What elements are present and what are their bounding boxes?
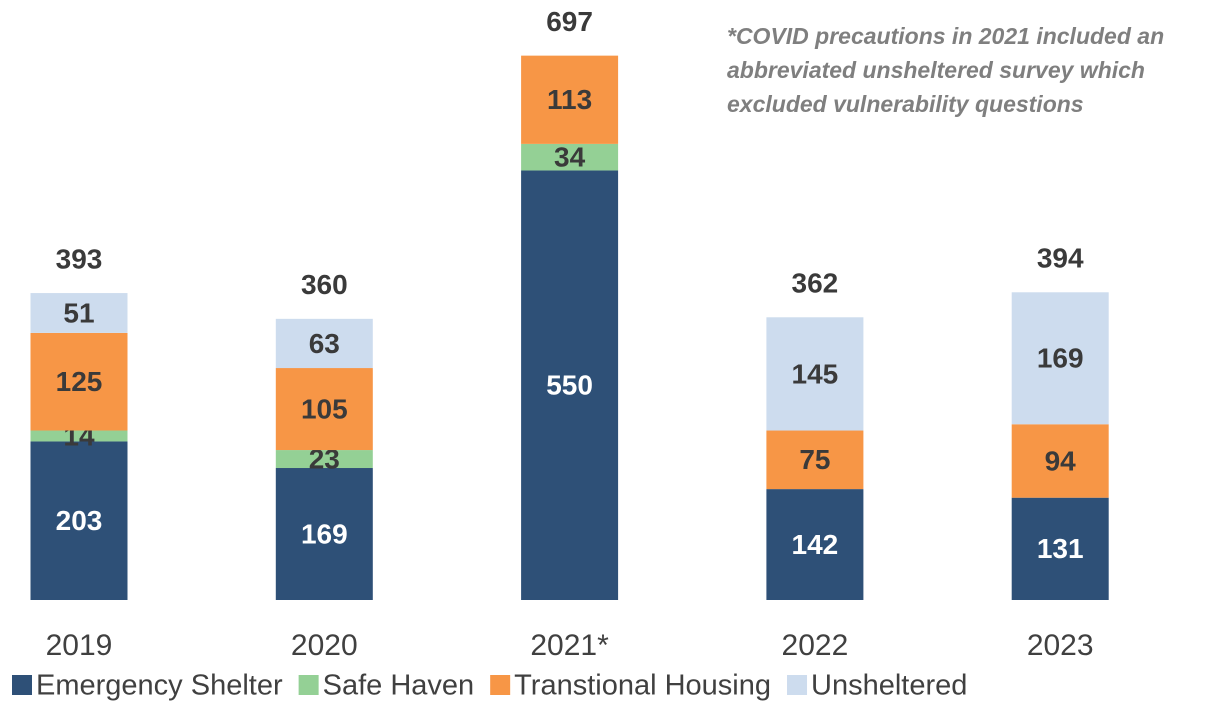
bar-segment	[1011, 292, 1109, 425]
data-label: 75	[799, 444, 830, 475]
bar-segment	[275, 468, 373, 600]
bar-segment	[1011, 424, 1109, 498]
total-label: 393	[56, 243, 103, 274]
data-label: 142	[792, 529, 839, 560]
legend-label: Safe Haven	[323, 670, 475, 702]
data-label: 105	[301, 393, 348, 424]
bar-segment	[766, 430, 864, 490]
bar-segment	[30, 332, 128, 431]
total-label: 697	[546, 6, 593, 37]
x-tick-label: 2021*	[530, 629, 609, 662]
legend-label: Transtional Housing	[514, 670, 771, 702]
data-label: 169	[1037, 343, 1084, 374]
bar-segment	[275, 368, 373, 451]
x-tick-label: 2019	[46, 629, 113, 662]
total-label: 362	[792, 268, 839, 299]
data-label: 125	[56, 366, 103, 397]
bar-segment	[30, 293, 128, 333]
data-label: 203	[56, 505, 103, 536]
data-label: 131	[1037, 533, 1084, 564]
bar-segment	[30, 430, 128, 442]
data-label: 51	[63, 297, 94, 328]
x-tick-label: 2020	[291, 629, 358, 662]
data-label: 63	[309, 328, 340, 359]
bar-segment	[521, 55, 619, 144]
data-label: 145	[792, 358, 839, 389]
legend-swatch	[490, 675, 511, 695]
bar-segment	[521, 143, 619, 171]
x-tick-label: 2022	[782, 629, 849, 662]
bar-segment	[30, 441, 128, 600]
x-tick-label: 2023	[1027, 629, 1094, 662]
annotation: *COVID precautions in 2021 included an	[727, 23, 1164, 49]
legend-swatch	[12, 675, 32, 695]
legend-label: Emergency Shelter	[36, 670, 283, 702]
bar-segment	[275, 318, 373, 369]
data-label: 113	[547, 84, 592, 115]
bar-segment	[766, 317, 864, 431]
data-label: 94	[1045, 445, 1077, 476]
data-label: 34	[554, 142, 586, 173]
legend-label: Unsheltered	[811, 670, 967, 702]
legend-swatch	[787, 675, 808, 695]
annotation: abbreviated unsheltered survey which	[727, 57, 1145, 83]
annotation: excluded vulnerability questions	[727, 91, 1084, 117]
bar-segment	[275, 450, 373, 469]
data-label: 169	[301, 518, 348, 549]
bar-segment	[1011, 497, 1109, 600]
legend-swatch	[298, 675, 319, 695]
total-label: 360	[301, 269, 348, 300]
data-label: 550	[546, 370, 593, 401]
bar-segment	[521, 170, 619, 600]
total-label: 394	[1037, 243, 1084, 274]
bar-segment	[766, 489, 864, 600]
